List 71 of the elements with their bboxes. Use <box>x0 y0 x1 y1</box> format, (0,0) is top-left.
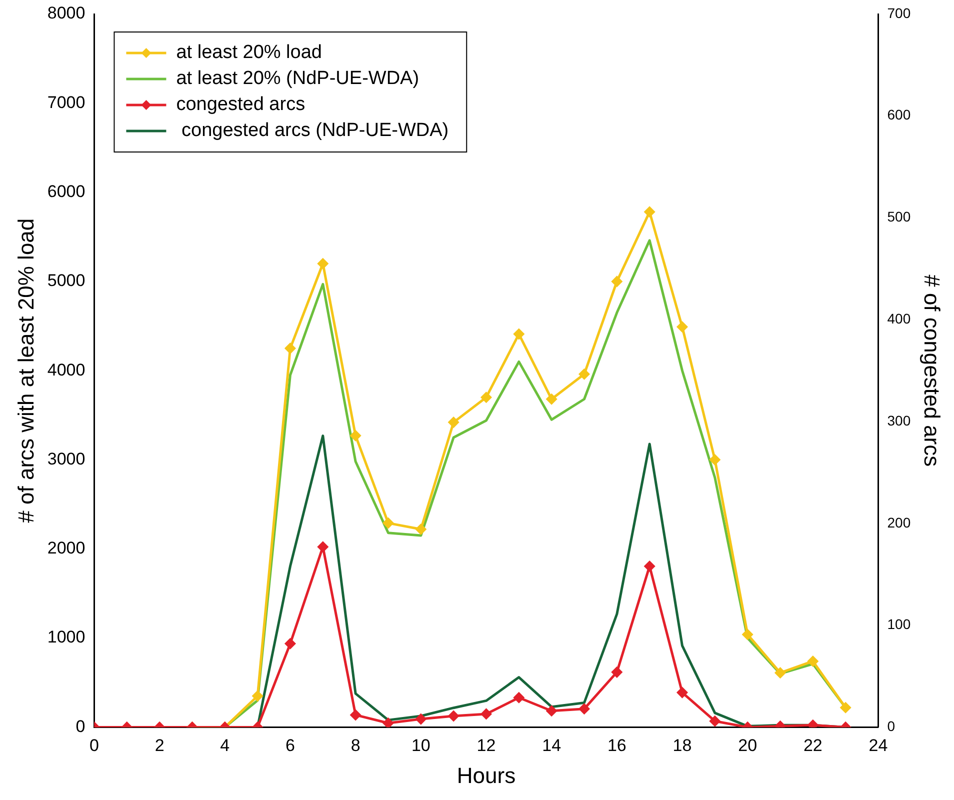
legend-label: at least 20% load <box>176 42 322 64</box>
x-tick-label: 20 <box>738 736 758 756</box>
point <box>808 656 818 666</box>
x-tick-label: 14 <box>542 736 562 756</box>
point <box>612 276 622 287</box>
y2-tick-label: 300 <box>887 412 911 428</box>
y2-tick-label: 400 <box>887 310 911 327</box>
y2-axis-title: # of congested arcs <box>920 274 945 467</box>
point <box>350 430 361 441</box>
point <box>382 718 394 728</box>
x-tick-label: 24 <box>868 736 888 756</box>
point <box>416 524 426 535</box>
point <box>808 720 818 728</box>
y-tick-label: 3000 <box>47 449 86 468</box>
point <box>284 343 296 354</box>
y-tick-label: 1000 <box>47 628 86 647</box>
point <box>514 328 524 340</box>
point <box>676 687 688 698</box>
point <box>612 666 622 678</box>
point <box>742 629 753 640</box>
x-tick-label: 8 <box>350 736 360 756</box>
y2-tick-label: 700 <box>887 4 911 21</box>
x-tick-label: 0 <box>89 736 99 756</box>
point <box>318 258 328 269</box>
point <box>644 206 655 218</box>
point <box>480 392 492 403</box>
y-tick-label: 4000 <box>47 360 86 380</box>
x-tick-label: 2 <box>154 736 164 756</box>
point <box>676 322 688 332</box>
point <box>644 560 655 572</box>
point <box>284 638 296 649</box>
legend-label: at least 20% (NdP-UE-WDA) <box>176 68 420 90</box>
x-tick-label: 12 <box>476 736 496 756</box>
y-tick-label: 5000 <box>47 271 86 290</box>
x-tick-label: 22 <box>803 736 822 756</box>
point <box>382 518 394 528</box>
x-tick-label: 4 <box>220 736 230 756</box>
point <box>448 710 459 722</box>
point <box>578 704 590 714</box>
point <box>448 417 459 428</box>
y-tick-label: 0 <box>76 716 86 736</box>
point <box>546 706 557 716</box>
y2-tick-label: 600 <box>887 106 911 123</box>
point <box>480 708 492 720</box>
legend-label: congested arcs <box>176 94 306 116</box>
point <box>416 714 426 724</box>
y-tick-label: 6000 <box>47 182 86 201</box>
y-tick-label: 7000 <box>47 92 86 112</box>
point <box>710 716 720 726</box>
y-tick-label: 8000 <box>47 4 86 23</box>
point <box>710 454 720 465</box>
point <box>252 690 263 702</box>
y-tick-label: 2000 <box>47 538 86 558</box>
x-tick-label: 16 <box>607 736 626 756</box>
x-tick-label: 18 <box>672 736 692 756</box>
point <box>840 702 851 713</box>
point <box>546 394 557 404</box>
y2-tick-label: 100 <box>887 616 911 632</box>
point <box>578 368 590 380</box>
point <box>350 710 361 720</box>
x-axis-title: Hours <box>456 762 516 788</box>
point <box>774 668 786 678</box>
y2-tick-label: 200 <box>887 514 911 530</box>
point <box>514 692 524 703</box>
y-axis-title: # of arcs with at least 20% load <box>13 218 38 523</box>
x-tick-label: 6 <box>285 736 295 756</box>
legend-label: congested arcs (NdP-UE-WDA) <box>176 120 449 142</box>
y2-tick-label: 0 <box>887 718 896 734</box>
x-tick-label: 10 <box>411 736 430 756</box>
y2-tick-label: 500 <box>887 208 911 225</box>
point <box>318 542 328 552</box>
